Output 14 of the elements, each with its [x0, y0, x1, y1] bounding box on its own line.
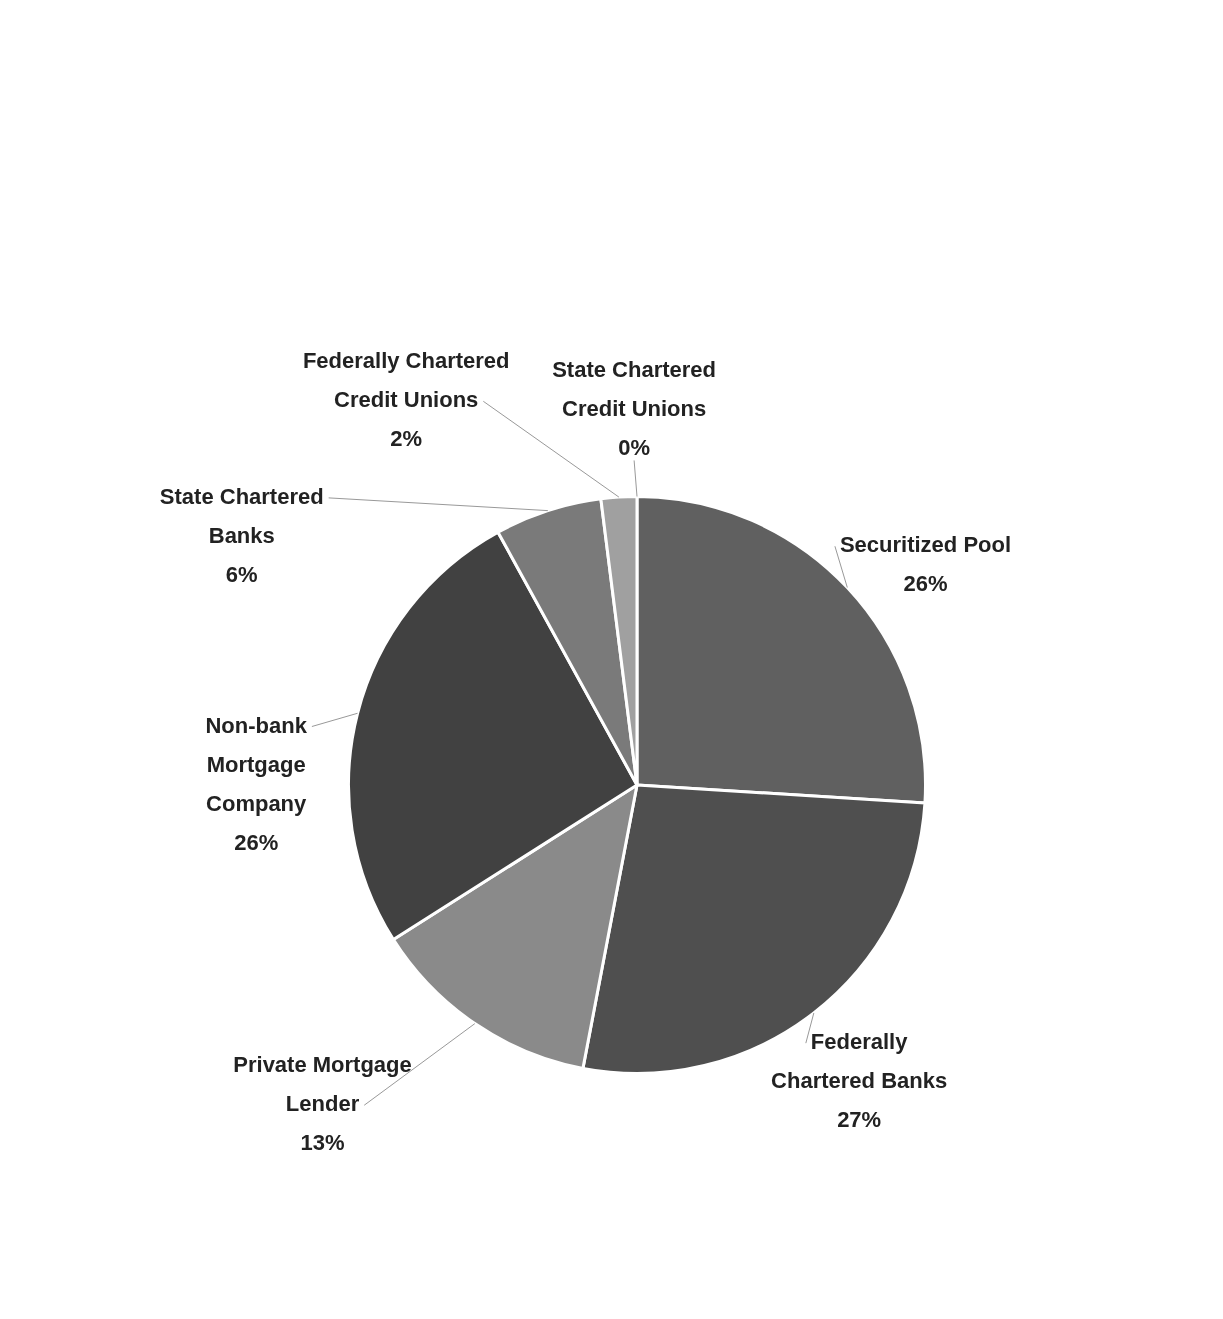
data-label: 27%	[837, 1107, 882, 1133]
slice-label: State Chartered Banks	[159, 483, 324, 548]
data-label: 26%	[903, 571, 948, 597]
data-label: 13%	[300, 1130, 345, 1156]
data-label: 26%	[234, 829, 279, 855]
slice-label: Federally Chartered Banks	[771, 1029, 948, 1094]
slice-label: Private Mortgage Lender	[233, 1052, 412, 1117]
data-label: 2%	[390, 426, 423, 452]
text: 0%	[618, 435, 651, 461]
slice-label: Federally Chartered Credit Unions	[302, 348, 510, 413]
category-label: State Chartered Credit Unions	[552, 357, 717, 422]
slice-label: Non-bank Mortgage Company	[205, 712, 308, 816]
slice-label: Securitized Pool	[839, 532, 1012, 558]
data-label: 6%	[225, 561, 258, 587]
